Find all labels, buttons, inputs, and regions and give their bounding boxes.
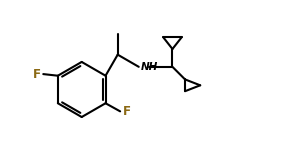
Text: F: F bbox=[122, 106, 130, 119]
Text: F: F bbox=[33, 68, 41, 81]
Text: NH: NH bbox=[140, 62, 158, 73]
